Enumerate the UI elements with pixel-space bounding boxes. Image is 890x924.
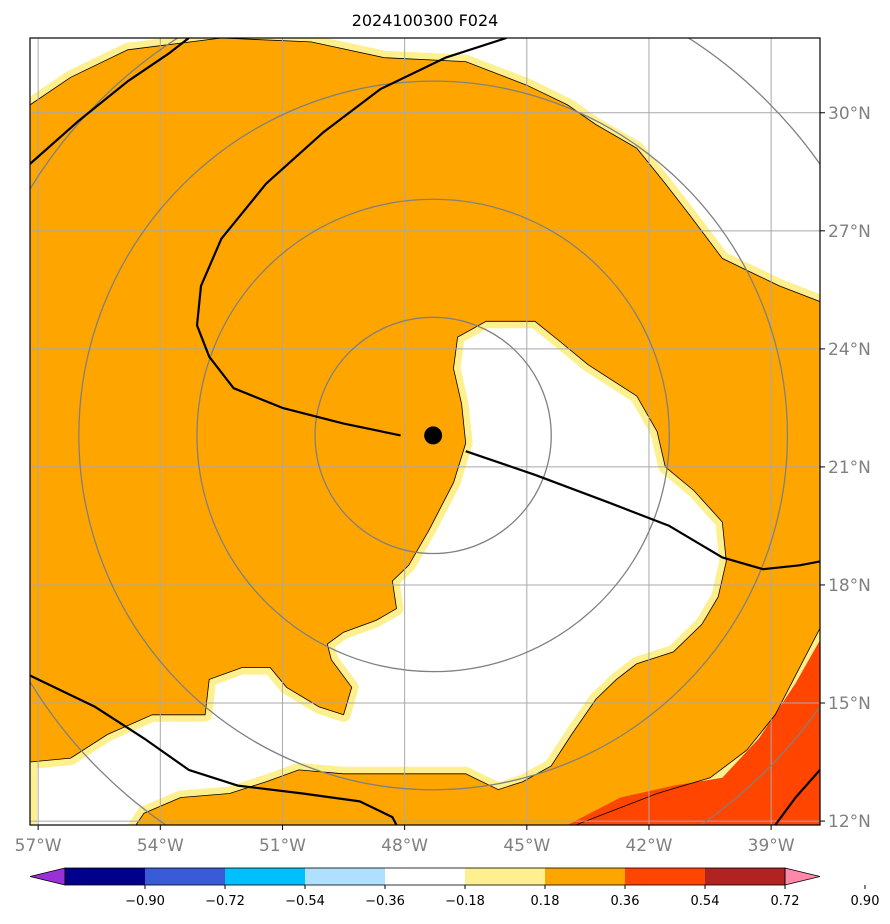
colorbar-tick-label: 0.90	[851, 894, 880, 909]
colorbar-tick-label: 0.18	[531, 894, 560, 909]
longitude-axis: 57°W 54°W 51°W 48°W 45°W 42°W 39°W	[15, 825, 795, 856]
colorbar-tick-label: −0.18	[445, 894, 485, 909]
colorbar-tick-label: 0.36	[611, 894, 640, 909]
x-tick-label: 57°W	[15, 836, 62, 856]
colorbar-tick-label: −0.36	[365, 894, 405, 909]
x-tick-label: 51°W	[259, 836, 306, 856]
colorbar-segment	[625, 868, 706, 885]
colorbar-frame	[64, 867, 786, 886]
y-tick-label: 18°N	[828, 576, 871, 596]
colorbar-segment	[225, 868, 306, 885]
colorbar-tick-label: −0.72	[205, 894, 245, 909]
colorbar-segment	[305, 868, 386, 885]
y-tick-label: 21°N	[828, 458, 871, 478]
field-0.36-to-0.54	[30, 38, 820, 825]
colorbar-segment	[545, 868, 626, 885]
colorbar-tick-label: −0.90	[125, 894, 165, 909]
x-tick-label: 54°W	[137, 836, 184, 856]
y-tick-label: 15°N	[828, 694, 871, 714]
x-tick-label: 39°W	[748, 836, 795, 856]
colorbar-segment	[145, 868, 226, 885]
map-frame	[29, 37, 821, 826]
colorbar-segment	[385, 868, 466, 885]
contour-line	[30, 674, 398, 825]
shaded-field-layer	[30, 38, 820, 825]
x-tick-label: 48°W	[381, 836, 428, 856]
colorbar-tick-label: 0.72	[771, 894, 800, 909]
x-tick-label: 42°W	[625, 836, 672, 856]
colorbar-tick-label: −0.54	[285, 894, 325, 909]
x-tick-label: 45°W	[503, 836, 550, 856]
contour-line	[465, 450, 820, 571]
range-ring	[196, 198, 670, 673]
colorbar-extend-low	[29, 867, 66, 886]
contour-line	[195, 38, 507, 437]
y-tick-label: 24°N	[828, 340, 871, 360]
contour-line	[774, 769, 820, 825]
field-outline	[30, 38, 820, 825]
y-tick-label: 27°N	[828, 222, 871, 242]
chart-title: 2024100300 F024	[352, 11, 499, 30]
center-marker	[424, 426, 443, 445]
colorbar: −0.90 −0.72 −0.54 −0.36 −0.18 0.18 0.36 0.54 0.7…	[29, 867, 880, 909]
colorbar-segment	[465, 868, 546, 885]
colorbar-segment	[705, 868, 786, 885]
colorbar-extend-high	[784, 867, 821, 886]
range-ring	[78, 80, 789, 791]
colorbar-segment	[65, 868, 146, 885]
contour-line	[30, 38, 190, 165]
latitude-axis: 12°N 15°N 18°N 21°N 24°N 27°N 30°N	[820, 104, 871, 832]
y-tick-label: 12°N	[828, 812, 871, 832]
range-ring	[314, 316, 552, 555]
y-tick-label: 30°N	[828, 104, 871, 124]
contour-layer	[30, 38, 820, 825]
colorbar-tick-label: 0.54	[691, 894, 720, 909]
